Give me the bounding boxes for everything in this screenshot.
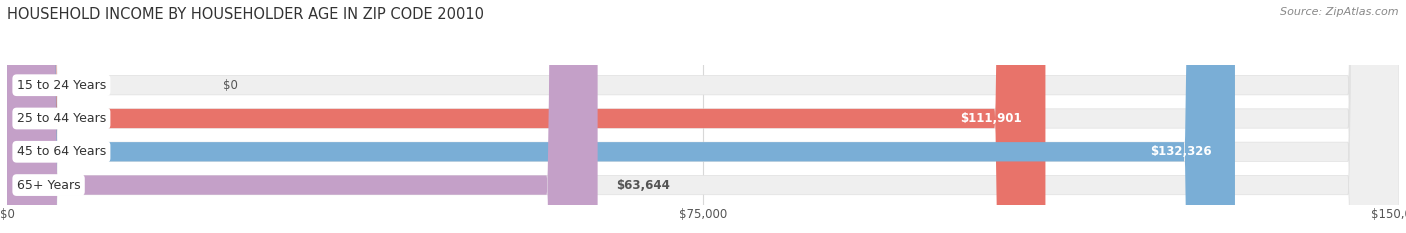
- FancyBboxPatch shape: [7, 0, 1234, 233]
- FancyBboxPatch shape: [7, 0, 1399, 233]
- FancyBboxPatch shape: [7, 0, 598, 233]
- Text: HOUSEHOLD INCOME BY HOUSEHOLDER AGE IN ZIP CODE 20010: HOUSEHOLD INCOME BY HOUSEHOLDER AGE IN Z…: [7, 7, 484, 22]
- Text: 15 to 24 Years: 15 to 24 Years: [17, 79, 105, 92]
- FancyBboxPatch shape: [7, 0, 1399, 233]
- Text: $111,901: $111,901: [960, 112, 1022, 125]
- Text: 45 to 64 Years: 45 to 64 Years: [17, 145, 105, 158]
- Text: $0: $0: [222, 79, 238, 92]
- Text: $63,644: $63,644: [616, 178, 671, 192]
- FancyBboxPatch shape: [7, 0, 1046, 233]
- FancyBboxPatch shape: [7, 0, 1399, 233]
- Text: Source: ZipAtlas.com: Source: ZipAtlas.com: [1281, 7, 1399, 17]
- Text: 25 to 44 Years: 25 to 44 Years: [17, 112, 105, 125]
- Text: 65+ Years: 65+ Years: [17, 178, 80, 192]
- FancyBboxPatch shape: [7, 0, 1399, 233]
- Text: $132,326: $132,326: [1150, 145, 1212, 158]
